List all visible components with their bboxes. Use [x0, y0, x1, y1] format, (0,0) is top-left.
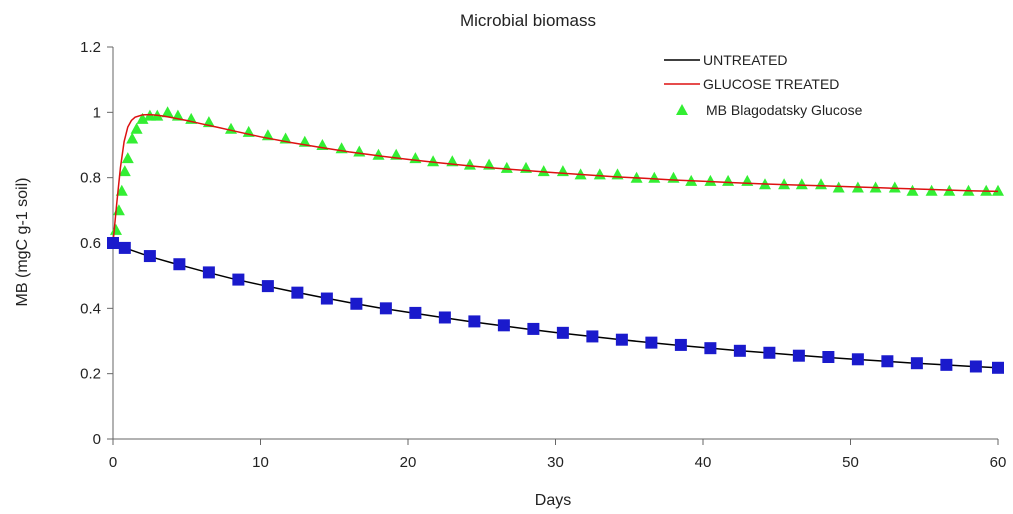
y-tick-label: 0.8 [80, 170, 101, 187]
triangle-marker [888, 181, 901, 193]
triangle-marker [130, 122, 143, 134]
triangle-marker [593, 168, 606, 180]
triangle-marker [704, 174, 717, 186]
triangle-marker [537, 165, 550, 177]
square-marker [350, 297, 363, 310]
chart-title: Microbial biomass [460, 11, 596, 30]
triangle-marker [225, 122, 237, 134]
triangle-marker [648, 171, 661, 183]
square-marker [320, 292, 333, 305]
x-tick-label: 40 [695, 454, 712, 471]
y-tick-label: 0.4 [80, 300, 101, 317]
y-tick-label: 1 [93, 104, 101, 121]
triangle-marker [110, 223, 122, 235]
square-marker [704, 342, 717, 355]
x-tick-label: 10 [252, 454, 269, 471]
x-tick-label: 30 [547, 454, 564, 471]
triangle-marker [372, 148, 385, 160]
triangle-marker [121, 152, 134, 164]
triangle-marker [112, 204, 125, 216]
triangle-marker [667, 171, 680, 183]
square-marker [851, 353, 864, 366]
y-tick-label: 0 [93, 431, 101, 448]
y-tick-label: 0.6 [80, 235, 101, 252]
triangle-marker [556, 165, 569, 177]
square-marker [202, 266, 215, 279]
triangle-marker [118, 165, 131, 177]
triangle-marker [115, 184, 128, 196]
triangle-marker [427, 155, 440, 167]
square-marker [910, 357, 923, 370]
x-tick-label: 50 [842, 454, 859, 471]
triangle-marker [980, 184, 993, 196]
square-marker [556, 326, 569, 339]
square-marker [527, 322, 540, 335]
square-marker [881, 355, 894, 368]
square-marker [438, 311, 451, 324]
square-marker [143, 250, 156, 263]
triangle-marker [161, 106, 174, 118]
triangle-marker [136, 112, 149, 124]
legend-label-0: UNTREATED [703, 52, 788, 68]
square-marker [468, 315, 481, 328]
triangle-marker [409, 152, 422, 164]
triangle-marker [463, 158, 476, 170]
y-axis-label: MB (mgC g-1 soil) [14, 178, 31, 307]
triangle-marker [741, 174, 754, 186]
plot-area [107, 106, 1004, 374]
square-marker [822, 351, 835, 364]
square-marker [615, 333, 628, 346]
y-tick-label: 0.2 [80, 366, 101, 383]
legend-label-1: GLUCOSE TREATED [703, 76, 839, 92]
x-axis-label: Days [535, 492, 571, 509]
square-marker [733, 344, 746, 357]
triangle-marker [992, 184, 1004, 196]
triangle-marker [353, 145, 366, 157]
square-marker [118, 241, 131, 254]
triangle-marker [795, 178, 808, 190]
square-marker [173, 258, 186, 271]
x-tick-label: 20 [400, 454, 417, 471]
square-marker [107, 237, 119, 249]
x-tick-label: 0 [109, 454, 117, 471]
triangle-marker [778, 178, 791, 190]
legend-swatch-2 [676, 104, 688, 115]
series-line-0 [112, 242, 999, 369]
square-marker [291, 286, 304, 299]
chart-legend: UNTREATED GLUCOSE TREATED MB Blagodatsky G… [664, 52, 863, 118]
square-marker [409, 306, 422, 319]
square-marker [674, 338, 687, 351]
square-marker [379, 302, 392, 315]
square-marker [232, 273, 245, 286]
legend-label-2: MB Blagodatsky Glucose [706, 102, 863, 118]
x-tick-label: 60 [990, 454, 1007, 471]
square-marker [645, 336, 658, 349]
triangle-marker [126, 132, 139, 144]
triangle-marker [906, 184, 919, 196]
square-marker [261, 280, 274, 293]
square-marker [992, 361, 1004, 374]
square-marker [940, 358, 953, 371]
axis-ticks: 0 10 20 30 40 50 60 0 0.2 0.4 0.6 0.8 1 1.2 [80, 39, 1006, 471]
triangle-marker [815, 178, 827, 190]
square-marker [969, 360, 982, 373]
square-marker [792, 349, 805, 362]
triangle-marker [722, 174, 735, 186]
series-line-2 [112, 113, 999, 244]
square-marker [497, 319, 510, 332]
square-marker [586, 330, 599, 343]
triangle-marker [500, 161, 513, 173]
y-tick-label: 1.2 [80, 39, 101, 56]
square-marker [763, 346, 776, 359]
